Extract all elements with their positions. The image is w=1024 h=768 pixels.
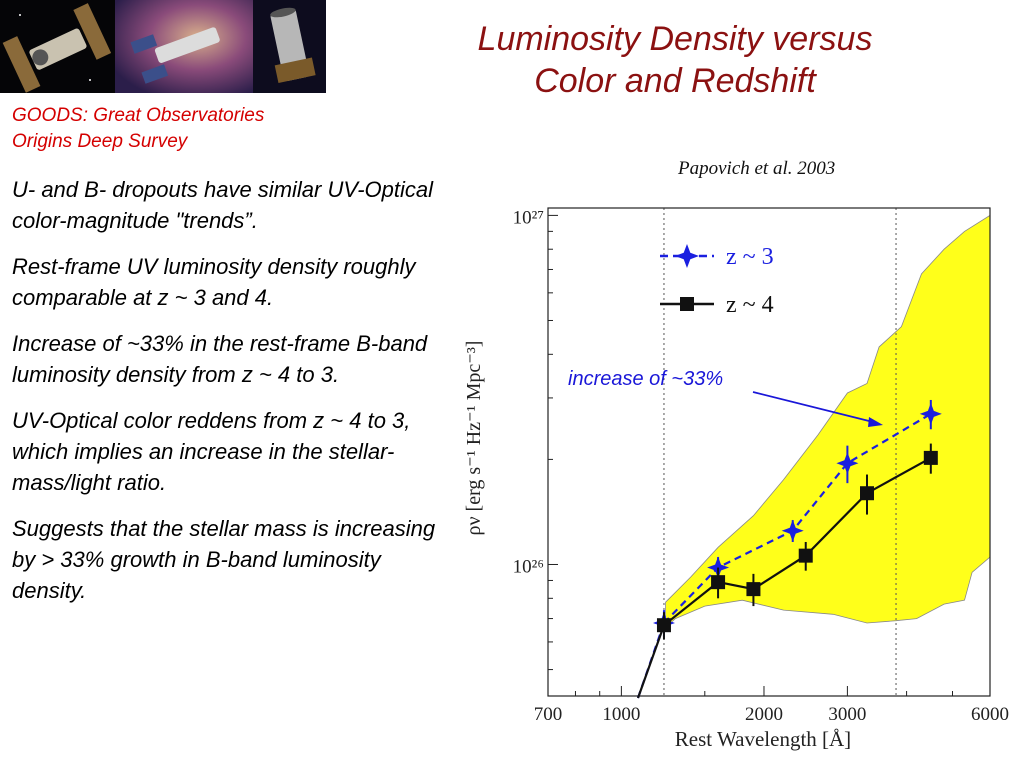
increase-annotation: increase of ~33% [568, 368, 724, 390]
bullet-item: UV-Optical color reddens from z ~ 4 to 3… [12, 408, 411, 495]
z3-star-point [781, 519, 804, 542]
luminosity-density-chart: 700 1000 2000 3000 6000 10²⁶ 10²⁷ z ~ 3 z ~ 4 R… [463, 207, 1009, 751]
series-lead-line [636, 624, 666, 699]
legend-star-marker [675, 244, 699, 268]
legend-label: z ~ 4 [726, 292, 774, 318]
citation: Papovich et al. 2003 [678, 158, 836, 179]
plot-border [547, 207, 991, 697]
z4-square-point [656, 618, 671, 633]
subtitle-line-1: GOODS: Great Observatories [12, 105, 265, 126]
axis-ticks: 700 1000 2000 3000 6000 10²⁶ 10²⁷ [513, 207, 1009, 725]
annotation-arrowhead [868, 417, 883, 427]
telescope-2-icon [115, 0, 253, 93]
legend-square-marker [680, 297, 694, 311]
title-line-1: Luminosity Density versus [477, 20, 873, 58]
telescope-1-icon [0, 0, 115, 93]
bullet-item: Increase of ~33% in the rest-frame B-ban… [12, 331, 428, 387]
x-tick-label: 700 [534, 704, 563, 725]
x-tick-label: 3000 [828, 704, 866, 725]
bullet-item: Suggests that the stellar mass is increa… [12, 516, 436, 603]
annotation-arrow-group [752, 391, 883, 427]
z4-square-point [860, 486, 875, 501]
bullet-item: U- and B- dropouts have similar UV-Optic… [12, 177, 434, 233]
z3-star-point [836, 452, 859, 475]
x-tick-label: 2000 [745, 704, 783, 725]
z3-star-point [919, 402, 942, 425]
y-axis-label: ρν [erg s⁻¹ Hz⁻¹ Mpc⁻³] [463, 341, 485, 536]
thumbnail-strip [0, 0, 326, 93]
title-line-2: Color and Redshift [534, 62, 816, 100]
z4-square-point [711, 575, 726, 590]
z3-star-point [707, 556, 730, 579]
subtitle-line-2: Origins Deep Survey [12, 131, 188, 152]
z4-square-point [746, 582, 761, 597]
legend-label: z ~ 3 [726, 244, 774, 270]
x-axis-label: Rest Wavelength [Å] [675, 727, 851, 751]
telescope-3-icon [253, 0, 326, 93]
plot-frame [547, 207, 991, 697]
bullet-list: U- and B- dropouts have similar UV-Optic… [12, 174, 437, 621]
bullet-item: Rest-frame UV luminosity density roughly… [12, 254, 416, 310]
z4-line [663, 456, 932, 627]
legend: z ~ 3 z ~ 4 [660, 244, 774, 318]
series-layer [636, 399, 942, 699]
survey-subtitle: GOODS: Great Observatories Origins Deep … [12, 103, 264, 155]
z4-square-point [798, 548, 813, 563]
y-tick-label: 10²⁷ [513, 207, 544, 228]
z4-square-point [923, 450, 938, 465]
annotation-arrow [752, 391, 874, 423]
slide-title: Luminosity Density versus Color and Reds… [410, 18, 940, 102]
x-tick-label: 1000 [602, 704, 640, 725]
y-tick-label: 10²⁶ [513, 556, 544, 577]
x-tick-label: 6000 [971, 704, 1009, 725]
